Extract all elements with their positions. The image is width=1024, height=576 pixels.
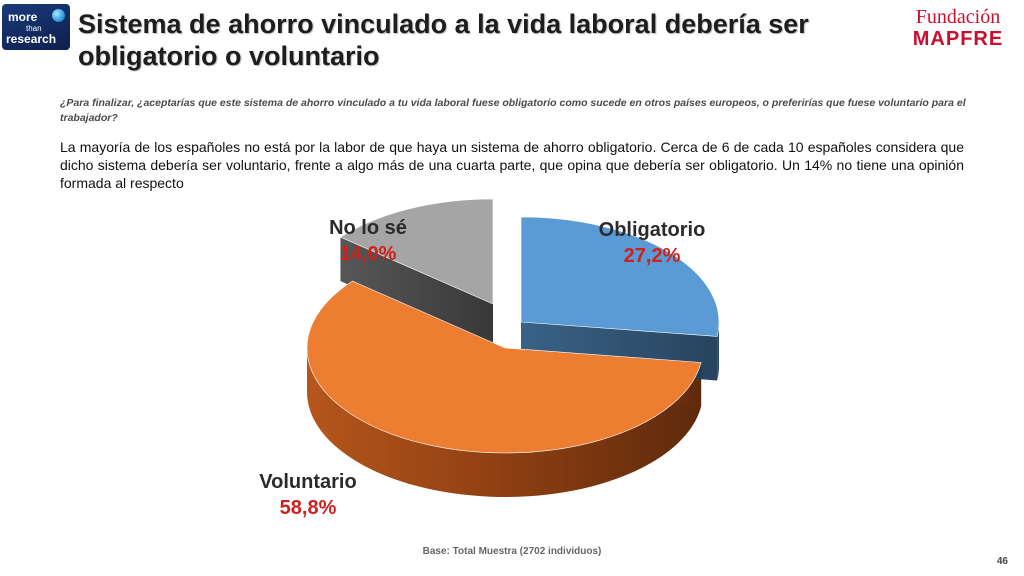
sample-base-note: Base: Total Muestra (2702 individuos) xyxy=(422,546,602,557)
more-than-research-logo: more than research xyxy=(2,4,70,50)
logo-left-line3: research xyxy=(6,32,57,46)
logo-left-line2: than xyxy=(26,24,42,33)
slice-value-0: 27,2% xyxy=(624,245,681,267)
page-title: Sistema de ahorro vinculado a la vida la… xyxy=(78,9,809,71)
pie-slice-side-1 xyxy=(307,348,702,498)
slice-label-1: Voluntario xyxy=(259,471,356,493)
slice-label-0: Obligatorio xyxy=(599,219,706,241)
survey-question: ¿Para finalizar, ¿aceptarías que este si… xyxy=(60,97,966,124)
pie-slice-obligatorio xyxy=(520,216,720,337)
slice-label-2: No lo sé xyxy=(329,217,407,239)
slice-value-2: 14,0% xyxy=(340,243,397,265)
page-number: 46 xyxy=(996,556,1008,567)
pie-slice-voluntario xyxy=(306,280,702,454)
logo-right-line2: MAPFRE xyxy=(912,28,1004,50)
pie-slice-wall-2-0 xyxy=(340,237,493,348)
slice-value-1: 58,8% xyxy=(280,497,337,519)
logo-right-line1: Fundación xyxy=(915,6,1001,28)
globe-icon xyxy=(52,9,65,22)
logo-left-line1: more xyxy=(8,10,38,24)
summary-text: La mayoría de los españoles no está por … xyxy=(60,139,964,191)
pie-slice-side-0 xyxy=(717,322,719,381)
pie-slice-no-lo-s- xyxy=(339,198,494,305)
fundacion-mapfre-logo: Fundación MAPFRE xyxy=(900,6,1016,50)
